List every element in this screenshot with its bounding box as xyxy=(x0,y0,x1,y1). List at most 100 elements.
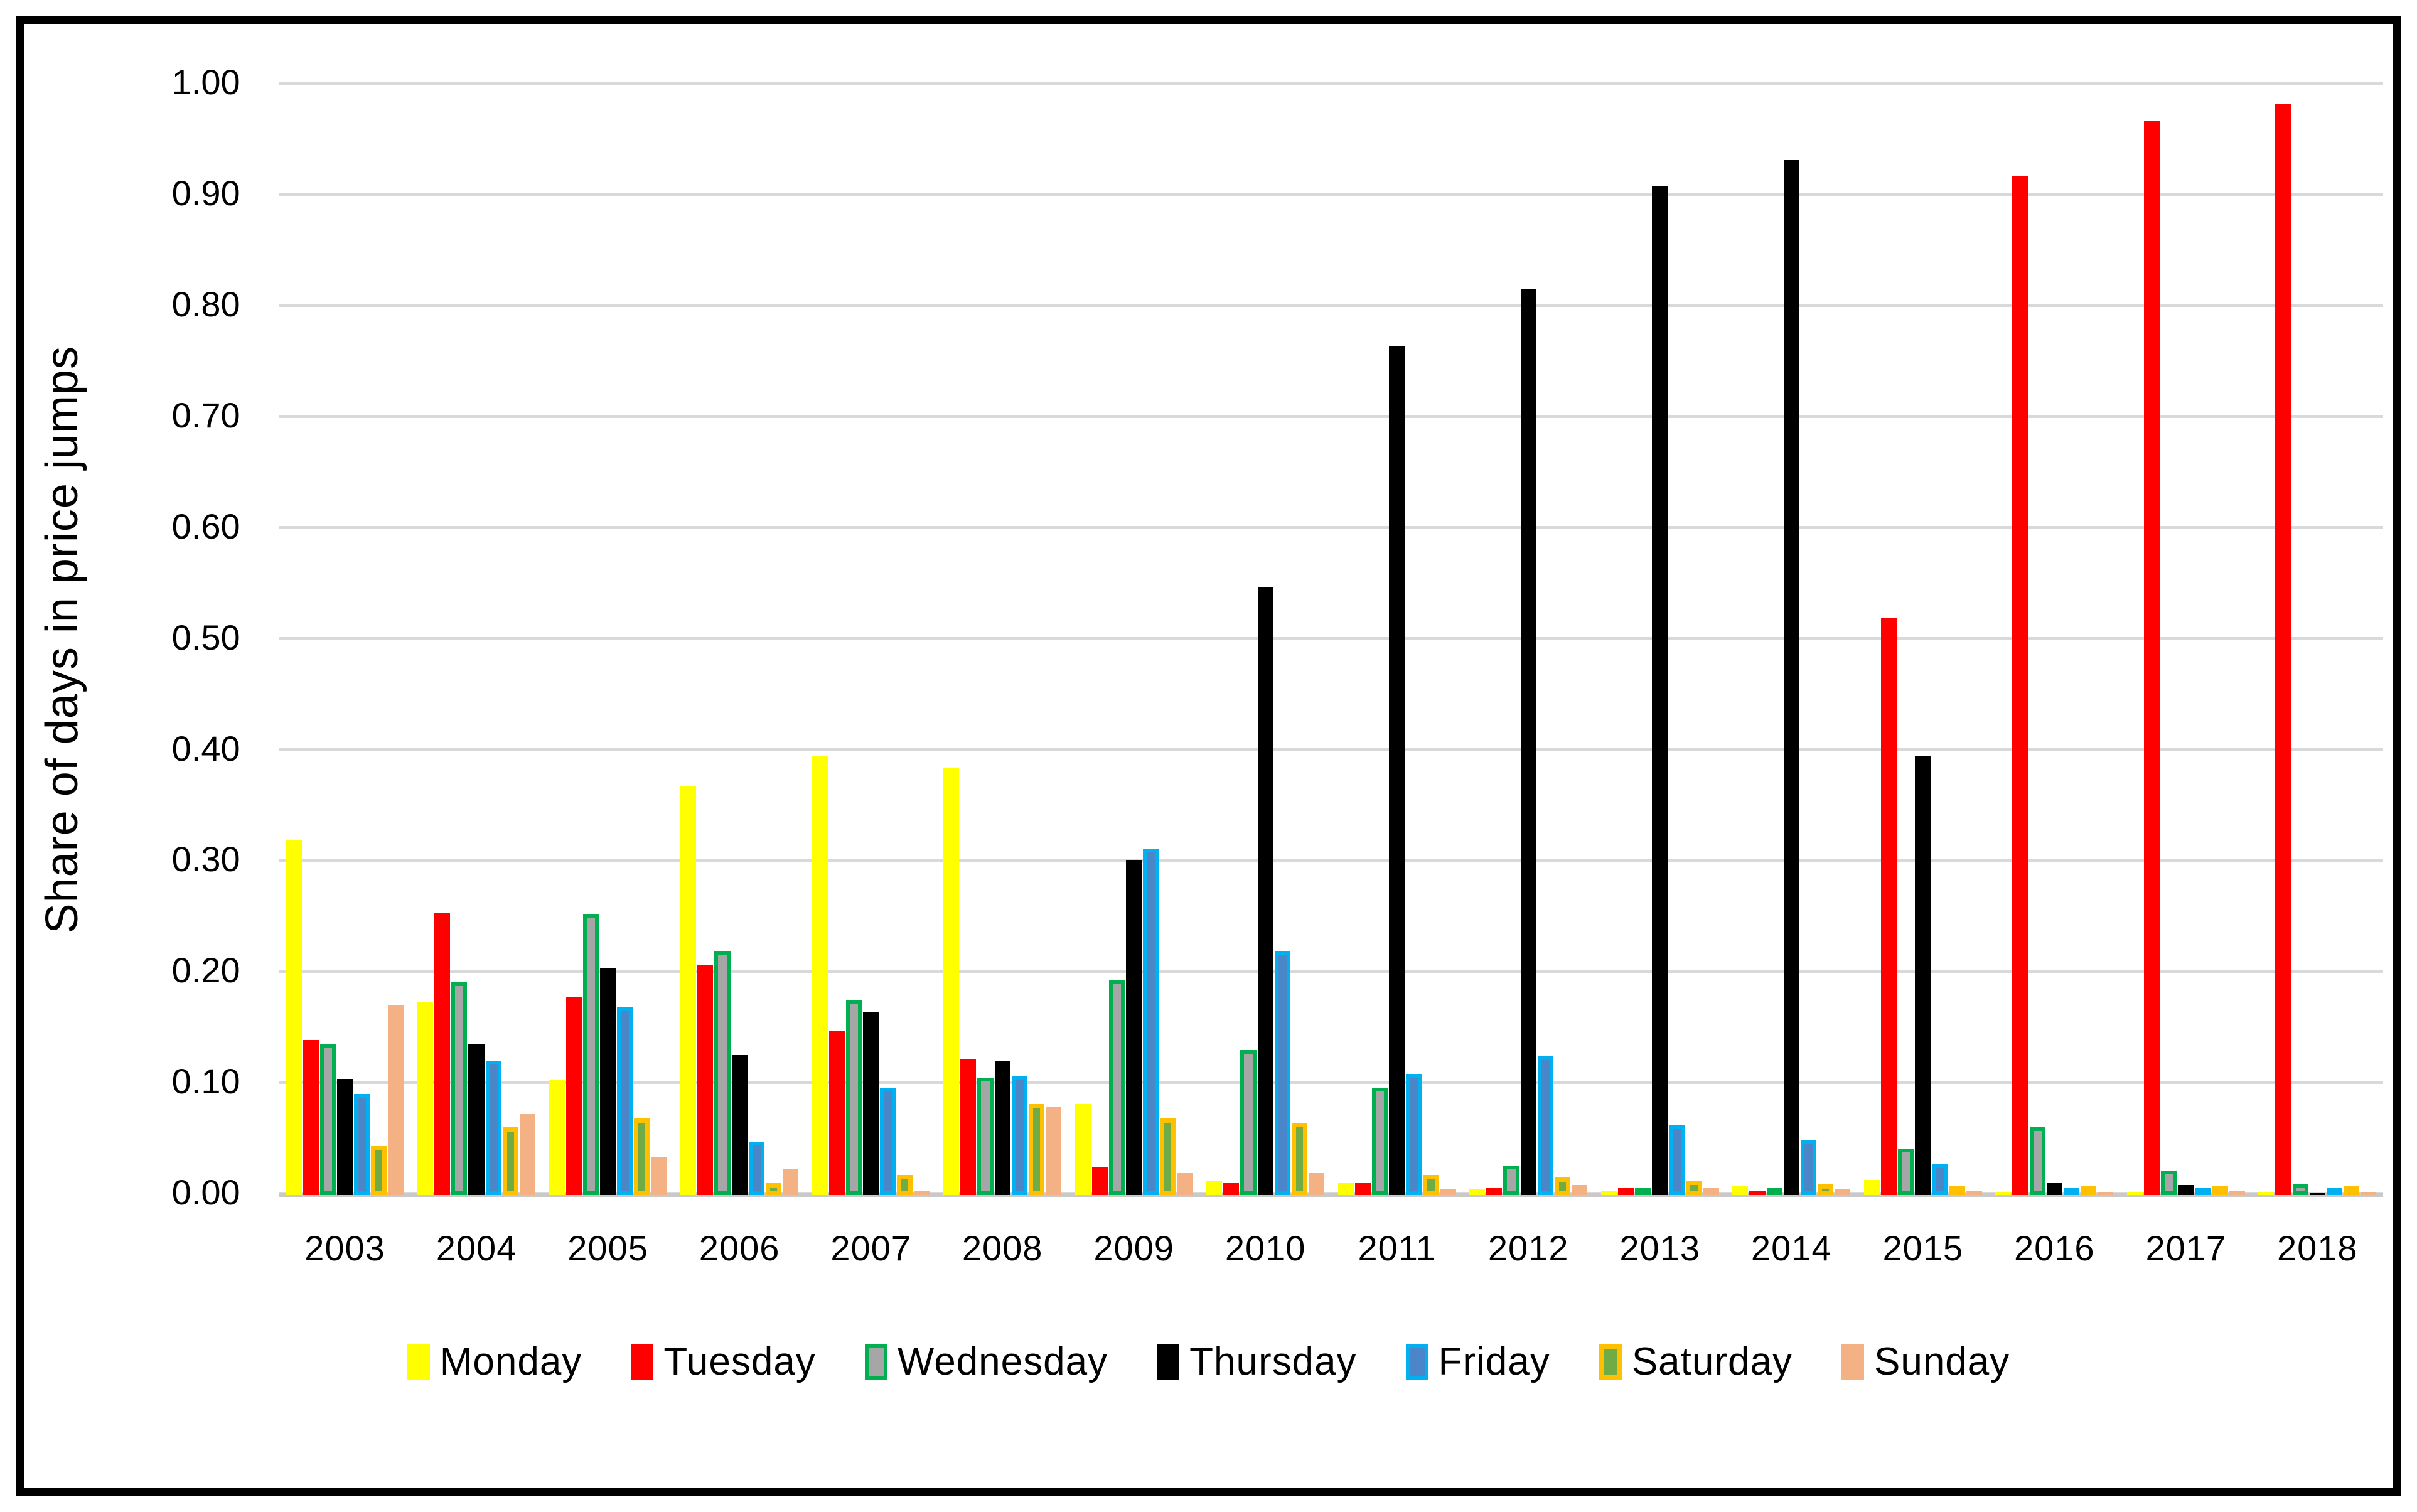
bar-monday-2008 xyxy=(943,768,960,1196)
legend: Monday Tuesday Wednesday Thursday Friday Satu… xyxy=(0,1339,2417,1384)
x-tick-label-2018: 2018 xyxy=(2276,1228,2358,1268)
bar-saturday-2003 xyxy=(371,1146,387,1196)
y-tick-label-0.60: 0.60 xyxy=(171,506,240,546)
bar-saturday-2007 xyxy=(897,1175,913,1196)
bar-tuesday-2010 xyxy=(1223,1182,1240,1196)
bar-monday-2016 xyxy=(1995,1192,2012,1196)
y-tick-label-0.90: 0.90 xyxy=(171,173,240,213)
x-tick-label-2015: 2015 xyxy=(1882,1228,1964,1268)
bar-group-2012 xyxy=(1462,85,1594,1196)
legend-swatch-sunday xyxy=(1841,1344,1864,1380)
bar-monday-2014 xyxy=(1732,1186,1749,1196)
bar-thursday-2016 xyxy=(2046,1182,2062,1196)
bar-thursday-2015 xyxy=(1915,756,1931,1196)
bar-saturday-2016 xyxy=(2080,1186,2097,1196)
bar-thursday-2005 xyxy=(600,968,616,1196)
legend-item-thursday: Thursday xyxy=(1157,1339,1356,1384)
bar-monday-2012 xyxy=(1469,1188,1486,1196)
bar-group-2011 xyxy=(1331,85,1463,1196)
bar-group-2018 xyxy=(2252,85,2384,1196)
bar-monday-2003 xyxy=(286,840,302,1196)
bar-wednesday-2005 xyxy=(582,914,599,1196)
bar-wednesday-2012 xyxy=(1503,1165,1519,1196)
bar-group-2005 xyxy=(542,85,674,1196)
bar-saturday-2008 xyxy=(1028,1104,1044,1196)
gridline-0.1 xyxy=(279,1081,2384,1085)
bar-group-2003 xyxy=(279,85,411,1196)
bar-friday-2017 xyxy=(2195,1188,2211,1196)
y-tick-label-0.10: 0.10 xyxy=(171,1061,240,1102)
bar-sunday-2017 xyxy=(2229,1191,2245,1196)
bar-friday-2014 xyxy=(1800,1139,1816,1196)
legend-swatch-saturday xyxy=(1599,1344,1622,1380)
bar-wednesday-2014 xyxy=(1766,1188,1782,1196)
bar-monday-2018 xyxy=(2258,1192,2275,1196)
bar-groups xyxy=(279,85,2384,1196)
x-tick-label-2008: 2008 xyxy=(962,1228,1043,1268)
bar-friday-2018 xyxy=(2326,1188,2342,1196)
bar-monday-2006 xyxy=(680,786,697,1196)
bar-thursday-2017 xyxy=(2178,1185,2194,1196)
bar-saturday-2014 xyxy=(1817,1184,1834,1196)
bar-wednesday-2006 xyxy=(714,951,731,1196)
bar-monday-2011 xyxy=(1337,1182,1354,1196)
x-tick-label-2016: 2016 xyxy=(2013,1228,2095,1268)
bar-monday-2017 xyxy=(2126,1192,2143,1196)
bar-wednesday-2016 xyxy=(2029,1127,2045,1196)
bar-tuesday-2014 xyxy=(1749,1191,1766,1196)
bar-friday-2016 xyxy=(2063,1188,2079,1196)
legend-label-wednesday: Wednesday xyxy=(897,1340,1108,1384)
bar-sunday-2008 xyxy=(1045,1106,1062,1196)
x-tick-label-2012: 2012 xyxy=(1487,1228,1569,1268)
figure-border xyxy=(16,16,2401,1496)
bar-tuesday-2003 xyxy=(303,1039,319,1196)
bar-wednesday-2003 xyxy=(319,1044,336,1196)
bar-tuesday-2013 xyxy=(1617,1187,1634,1196)
bar-group-2017 xyxy=(2120,85,2252,1196)
y-tick-label-0.00: 0.00 xyxy=(171,1172,240,1213)
bar-tuesday-2009 xyxy=(1091,1167,1108,1196)
y-tick-label-0.20: 0.20 xyxy=(171,950,240,990)
x-tick-label-2007: 2007 xyxy=(830,1228,911,1268)
bar-sunday-2012 xyxy=(1572,1185,1588,1196)
bar-tuesday-2005 xyxy=(565,997,582,1196)
x-tick-label-2014: 2014 xyxy=(1750,1228,1832,1268)
bar-saturday-2006 xyxy=(765,1182,781,1196)
bar-thursday-2011 xyxy=(1389,346,1405,1196)
legend-label-monday: Monday xyxy=(439,1340,582,1384)
bar-group-2007 xyxy=(805,85,937,1196)
bar-wednesday-2018 xyxy=(2292,1184,2308,1196)
x-tick-label-2003: 2003 xyxy=(304,1228,385,1268)
bar-tuesday-2017 xyxy=(2143,120,2160,1196)
bar-saturday-2011 xyxy=(1423,1175,1439,1196)
legend-item-sunday: Sunday xyxy=(1841,1339,2010,1384)
legend-item-tuesday: Tuesday xyxy=(631,1339,816,1384)
x-tick-label-2004: 2004 xyxy=(436,1228,517,1268)
gridline-0.7 xyxy=(279,414,2384,418)
legend-label-sunday: Sunday xyxy=(1873,1340,2010,1384)
bar-sunday-2003 xyxy=(388,1005,404,1196)
bar-group-2009 xyxy=(1068,85,1200,1196)
bar-tuesday-2008 xyxy=(960,1059,977,1196)
bar-wednesday-2013 xyxy=(1634,1188,1651,1196)
legend-swatch-thursday xyxy=(1157,1344,1180,1380)
x-tick-label-2005: 2005 xyxy=(567,1228,648,1268)
bar-thursday-2003 xyxy=(336,1078,353,1196)
bar-tuesday-2006 xyxy=(697,965,714,1196)
bar-sunday-2013 xyxy=(1703,1187,1719,1196)
x-axis-tick-labels: 2003 2004 2005 2006 2007 2008 2009 2010 2011 2012… xyxy=(279,1228,2383,1268)
plot-area xyxy=(279,81,2384,1198)
legend-label-thursday: Thursday xyxy=(1189,1340,1357,1384)
legend-label-saturday: Saturday xyxy=(1631,1340,1793,1384)
bar-saturday-2015 xyxy=(1949,1186,1965,1196)
bar-group-2013 xyxy=(1594,85,1726,1196)
gridline-1.0 xyxy=(279,81,2384,85)
bar-friday-2012 xyxy=(1537,1056,1553,1196)
bar-wednesday-2011 xyxy=(1371,1087,1388,1196)
gridline-0.4 xyxy=(279,748,2384,751)
x-tick-label-2017: 2017 xyxy=(2145,1228,2227,1268)
bar-saturday-2009 xyxy=(1160,1118,1176,1196)
legend-swatch-wednesday xyxy=(864,1344,887,1380)
bar-tuesday-2015 xyxy=(1880,618,1897,1196)
bar-group-2015 xyxy=(1857,85,1989,1196)
